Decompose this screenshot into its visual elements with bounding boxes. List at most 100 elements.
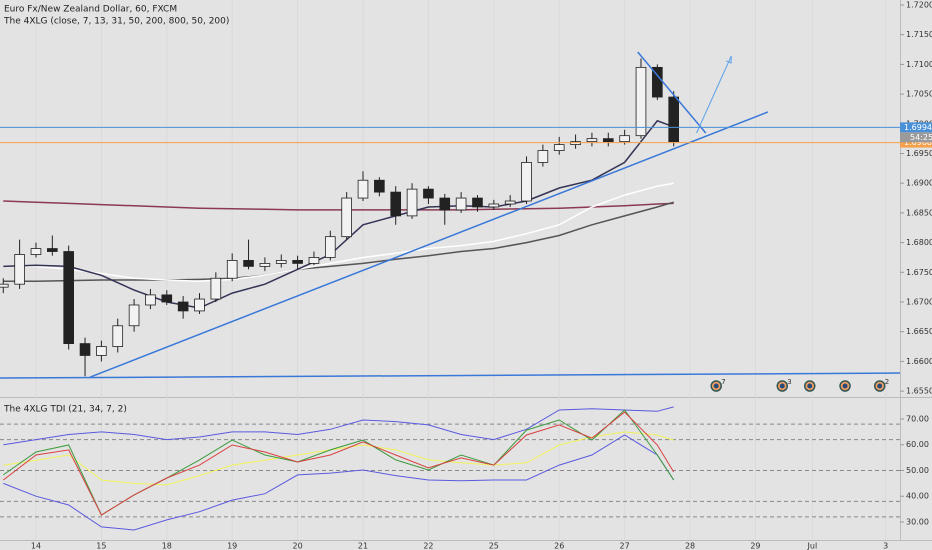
trend-line — [89, 111, 769, 378]
candle-body — [472, 197, 483, 208]
line-series — [3, 431, 674, 486]
y-tick-label: 60.00 — [906, 440, 929, 449]
y-tick-label: 1.69000 — [906, 179, 932, 188]
candle-body — [226, 260, 238, 279]
candle-body — [194, 298, 205, 312]
line-series — [3, 434, 675, 531]
event-icon-core — [807, 383, 813, 389]
candle-body — [635, 66, 647, 137]
candle-body — [374, 179, 385, 193]
y-tick-label: 1.68500 — [906, 208, 932, 217]
line-series — [3, 406, 674, 446]
y-tick-label: 1.66000 — [906, 357, 932, 366]
candle-body — [602, 138, 614, 143]
x-tick-label: 14 — [31, 542, 41, 550]
y-tick-label: 1.68000 — [906, 238, 932, 247]
candle-body — [112, 325, 124, 347]
y-tick-label: 1.71000 — [906, 60, 932, 69]
chart-title: Euro Fx/New Zealand Dollar, 60, FXCM — [4, 5, 177, 15]
y-tick-label: 1.70500 — [906, 90, 932, 99]
candle-body — [63, 251, 74, 344]
y-tick-label: 1.69500 — [906, 149, 932, 158]
price-label-box — [900, 137, 932, 148]
x-tick-label: 20 — [293, 542, 303, 550]
event-count: 3 — [787, 378, 791, 386]
y-tick-label: 1.67000 — [906, 298, 932, 307]
x-tick-label: Jul — [807, 542, 818, 550]
line-series — [2, 411, 675, 516]
candle-body — [570, 141, 581, 145]
candle-body — [243, 260, 254, 267]
price-label: 1.69940 — [904, 123, 932, 132]
trend-line — [637, 51, 707, 134]
y-tick-label: 1.66500 — [906, 327, 932, 336]
candle-body — [341, 197, 352, 238]
candle-body — [357, 179, 369, 199]
event-icon-core — [779, 383, 785, 389]
line-series — [3, 201, 674, 282]
candle-body — [47, 248, 58, 252]
candle-body — [177, 301, 189, 312]
y-tick-label: 1.65500 — [906, 387, 932, 396]
price-label: 1.69684 — [904, 138, 932, 147]
x-tick-label: 3 — [883, 542, 888, 550]
candle-body — [439, 197, 451, 211]
indicator-title: The 4XLG (close, 7, 13, 31, 50, 200, 800… — [3, 17, 229, 27]
x-tick-label: 18 — [162, 542, 172, 550]
y-tick-label: 1.71500 — [906, 30, 932, 39]
x-tick-label: 25 — [489, 542, 499, 550]
candle-body — [275, 260, 287, 264]
candle-body — [619, 135, 630, 143]
event-icon-core — [713, 383, 719, 389]
candle-body — [128, 304, 140, 327]
candle-body — [668, 96, 679, 143]
candle-body — [488, 203, 500, 208]
line-series — [3, 182, 674, 282]
candle-body — [586, 138, 598, 143]
candle-body — [161, 294, 173, 303]
x-tick-label: 28 — [685, 542, 695, 550]
event-count: 7 — [721, 378, 725, 386]
candle-body — [504, 200, 516, 205]
event-icon-core — [877, 383, 883, 389]
x-tick-label: 19 — [227, 542, 237, 550]
candle-body — [79, 343, 91, 356]
y-tick-label: 30.00 — [906, 517, 929, 526]
candle-body — [308, 257, 320, 264]
candle-body — [406, 188, 418, 217]
candle-body — [96, 346, 107, 356]
candle-body — [145, 294, 156, 306]
x-tick-label: 15 — [96, 542, 106, 550]
candle-body — [210, 277, 222, 300]
candle-body — [455, 197, 467, 211]
candle-body — [292, 260, 303, 264]
candle-body — [390, 191, 402, 217]
line-series — [3, 119, 674, 309]
price-label-box — [900, 122, 932, 133]
tdi-title: The 4XLG TDI (21, 34, 7, 2) — [3, 405, 127, 415]
y-tick-label: 70.00 — [906, 415, 929, 424]
x-tick-label: 21 — [358, 542, 368, 550]
candle-body — [259, 262, 271, 267]
x-tick-label: 26 — [554, 542, 564, 550]
candle-body — [423, 188, 434, 199]
countdown-box — [900, 132, 932, 143]
countdown: 54:25 — [910, 133, 932, 142]
y-tick-label: 1.72000 — [906, 0, 932, 9]
event-icon-core — [842, 383, 848, 389]
x-tick-label: 22 — [423, 542, 433, 550]
trend-line — [0, 372, 901, 379]
y-tick-label: 40.00 — [906, 492, 929, 501]
arrow-head — [725, 56, 732, 64]
x-tick-label: 27 — [620, 542, 630, 550]
candle-body — [553, 144, 565, 151]
candle-body — [521, 162, 532, 202]
candle-body — [30, 248, 42, 255]
trend-line — [696, 55, 732, 134]
candle-body — [0, 283, 9, 288]
y-tick-label: 50.00 — [906, 466, 929, 475]
